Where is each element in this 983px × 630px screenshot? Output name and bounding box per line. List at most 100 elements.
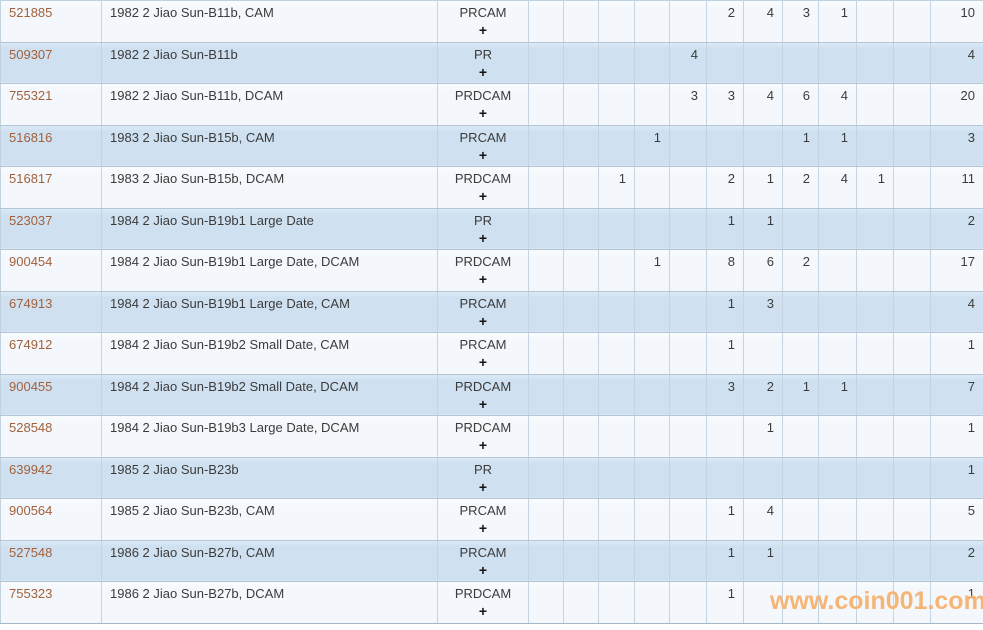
coin-id-link[interactable]: 639942 xyxy=(9,461,53,477)
expand-plus-button[interactable]: + xyxy=(478,561,488,578)
expand-plus-button[interactable]: + xyxy=(478,437,488,453)
expand-plus-button[interactable]: + xyxy=(478,354,488,370)
grade-count-cell: 2 xyxy=(706,166,744,209)
expand-plus-button[interactable]: + xyxy=(478,188,488,204)
coin-id-link[interactable]: 674912 xyxy=(9,337,53,352)
grade-count-cell xyxy=(598,42,635,84)
expand-plus-button[interactable]: + xyxy=(478,63,488,80)
grade-count-cell xyxy=(598,332,635,375)
grade-count-cell: 1 xyxy=(634,125,670,167)
total-count-cell: 5 xyxy=(930,498,983,541)
total-count-cell: 7 xyxy=(930,374,983,416)
expand-plus-button[interactable]: + xyxy=(478,105,488,121)
expand-plus-button[interactable]: + xyxy=(478,520,488,536)
grade-count-cell: 8 xyxy=(706,249,744,292)
expand-plus-button[interactable]: + xyxy=(478,603,488,619)
grade-count-cell xyxy=(893,581,931,624)
total-count-cell: 4 xyxy=(930,291,983,333)
grade-count-cell xyxy=(563,332,599,375)
designation-label: PRDCAM xyxy=(454,420,512,435)
grade-count-cell: 1 xyxy=(743,415,783,458)
grade-count-cell xyxy=(856,249,894,292)
grade-count-cell xyxy=(598,581,635,624)
grade-count-cell xyxy=(782,208,819,250)
expand-plus-button[interactable]: + xyxy=(478,229,488,246)
grade-count-cell: 6 xyxy=(743,249,783,292)
grade-count-cell xyxy=(782,291,819,333)
coin-id-link[interactable]: 900454 xyxy=(9,254,53,269)
expand-plus-button[interactable]: + xyxy=(478,312,488,329)
coin-id-link[interactable]: 521885 xyxy=(9,5,53,20)
grade-count-cell xyxy=(818,332,857,375)
designation-label: PRCAM xyxy=(459,337,507,352)
grade-count-cell xyxy=(669,457,707,499)
coin-id-link[interactable]: 528548 xyxy=(9,420,53,435)
grade-count-cell xyxy=(782,415,819,458)
grade-count-cell: 4 xyxy=(818,83,857,126)
coin-id-link[interactable]: 527548 xyxy=(9,544,53,560)
grade-count-cell xyxy=(893,83,931,126)
grade-count-cell xyxy=(528,0,564,43)
expand-plus-button[interactable]: + xyxy=(478,478,488,495)
grade-count-cell xyxy=(893,166,931,209)
coin-id-link[interactable]: 755321 xyxy=(9,88,53,103)
designation-cell: PR + xyxy=(437,42,529,84)
coin-id-cell: 516817 xyxy=(0,166,102,209)
coin-description: 1982 2 Jiao Sun-B11b xyxy=(101,42,438,84)
grade-count-cell xyxy=(528,291,564,333)
expand-plus-button[interactable]: + xyxy=(478,146,488,163)
grade-count-cell: 3 xyxy=(782,0,819,43)
grade-count-cell xyxy=(818,291,857,333)
designation-cell: PRDCAM + xyxy=(437,166,529,209)
coin-description: 1986 2 Jiao Sun-B27b, DCAM xyxy=(101,581,438,624)
grade-count-cell: 1 xyxy=(743,166,783,209)
grade-count-cell xyxy=(856,498,894,541)
table-row: 900455 1984 2 Jiao Sun-B19b2 Small Date, … xyxy=(0,374,983,416)
designation-cell: PRDCAM + xyxy=(437,249,529,292)
grade-count-cell xyxy=(528,332,564,375)
grade-count-cell xyxy=(669,208,707,250)
table-row: 639942 1985 2 Jiao Sun-B23b PR +1 xyxy=(0,457,983,499)
coin-id-link[interactable]: 674913 xyxy=(9,295,53,311)
grade-count-cell xyxy=(528,457,564,499)
designation-label: PRCAM xyxy=(459,5,507,20)
grade-count-cell xyxy=(528,540,564,582)
grade-count-cell xyxy=(563,291,599,333)
designation-label: PRCAM xyxy=(459,129,507,145)
expand-plus-button[interactable]: + xyxy=(478,22,488,38)
grade-count-cell xyxy=(856,291,894,333)
grade-count-cell xyxy=(598,83,635,126)
grade-count-cell xyxy=(598,125,635,167)
grade-count-cell xyxy=(598,249,635,292)
grade-count-cell: 3 xyxy=(706,83,744,126)
grade-count-cell xyxy=(634,0,670,43)
grade-count-cell xyxy=(893,291,931,333)
expand-plus-button[interactable]: + xyxy=(478,271,488,287)
coin-id-link[interactable]: 755323 xyxy=(9,586,53,601)
coin-id-link[interactable]: 516816 xyxy=(9,129,53,145)
grade-count-cell xyxy=(856,581,894,624)
coin-id-link[interactable]: 523037 xyxy=(9,212,53,228)
grade-count-cell: 1 xyxy=(743,208,783,250)
table-row: 755321 1982 2 Jiao Sun-B11b, DCAM PRDCAM +3… xyxy=(0,83,983,126)
coin-id-link[interactable]: 516817 xyxy=(9,171,53,186)
grade-count-cell xyxy=(706,125,744,167)
grade-count-cell xyxy=(634,291,670,333)
grade-count-cell xyxy=(598,208,635,250)
coin-id-link[interactable]: 900564 xyxy=(9,503,53,518)
table-row: 755323 1986 2 Jiao Sun-B27b, DCAM PRDCAM +1… xyxy=(0,581,983,624)
coin-id-link[interactable]: 509307 xyxy=(9,46,53,62)
coin-id-link[interactable]: 900455 xyxy=(9,378,53,394)
grade-count-cell xyxy=(893,415,931,458)
grade-count-cell: 4 xyxy=(669,42,707,84)
coin-id-cell: 674912 xyxy=(0,332,102,375)
grade-count-cell xyxy=(893,498,931,541)
grade-count-cell xyxy=(634,208,670,250)
expand-plus-button[interactable]: + xyxy=(478,395,488,412)
grade-count-cell xyxy=(563,374,599,416)
grade-count-cell xyxy=(669,0,707,43)
grade-count-cell xyxy=(893,208,931,250)
coin-id-cell: 639942 xyxy=(0,457,102,499)
total-count-cell: 1 xyxy=(930,581,983,624)
